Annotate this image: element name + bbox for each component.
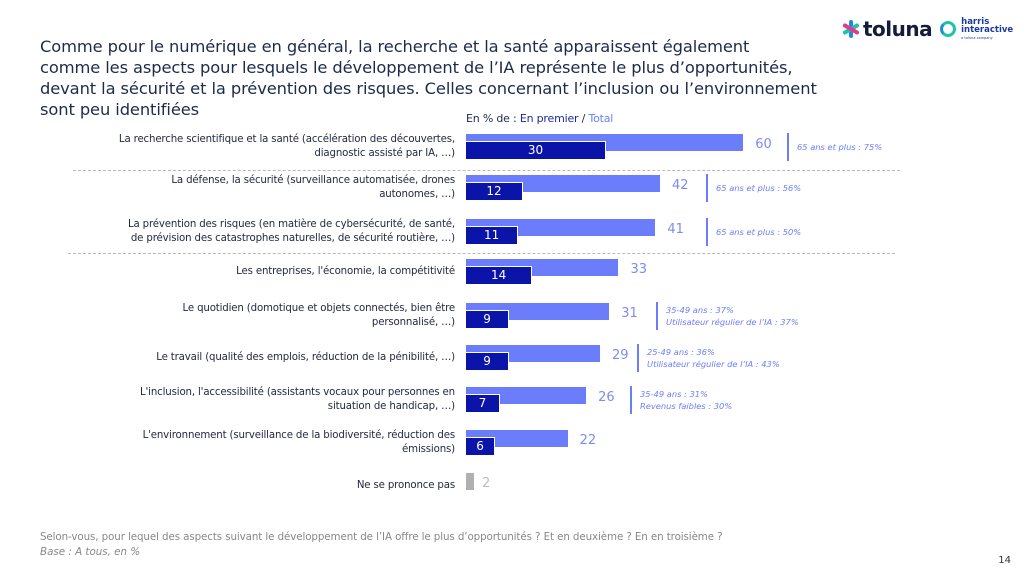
- bar-no-answer: [466, 473, 474, 490]
- category-label-line: Les entreprises, l'économie, la compétit…: [236, 266, 455, 277]
- harris-line1: harris: [961, 16, 990, 27]
- bar-premier: 9: [466, 310, 510, 329]
- slide-title: Comme pour le numérique en général, la r…: [40, 36, 840, 120]
- category-label-line: de prévision des catastrophes naturelles…: [130, 233, 455, 244]
- total-value-label: 29: [611, 348, 629, 363]
- annotation-line: Revenus faibles : 30%: [640, 401, 733, 411]
- survey-question: Selon-vous, pour lequel des aspects suiv…: [40, 531, 723, 543]
- category-label: Les entreprises, l'économie, la compétit…: [35, 265, 455, 279]
- subgroup-annotation: 25-49 ans : 36% Utilisateur régulier de l…: [637, 344, 780, 372]
- chart-legend: En % de : En premier / Total: [466, 112, 613, 125]
- subgroup-annotation: 65 ans et plus : 56%: [706, 174, 801, 202]
- bar-premier: 11: [466, 226, 519, 245]
- total-value-label: 42: [672, 178, 689, 193]
- category-label-line: La défense, la sécurité (surveillance au…: [171, 175, 455, 186]
- bar-premier: 7: [466, 394, 500, 413]
- toluna-star-icon: [842, 20, 860, 38]
- total-value-label: 33: [630, 262, 647, 277]
- harris-interactive-logo: harris interactive a toluna company: [961, 16, 1014, 41]
- survey-base: Base : A tous, en %: [40, 546, 141, 558]
- subgroup-annotation: 35-49 ans : 37% Utilisateur régulier de l…: [656, 302, 799, 330]
- category-label: Le quotidien (domotique et objets connec…: [35, 302, 456, 330]
- harris-subline: a toluna company: [961, 35, 993, 40]
- total-value-label: 60: [755, 137, 772, 152]
- category-label: L'inclusion, l'accessibilité (assistants…: [35, 386, 455, 414]
- total-value-label: 22: [579, 433, 597, 448]
- category-label-line: L'inclusion, l'accessibilité (assistants…: [140, 387, 455, 398]
- annotation-line: 65 ans et plus : 50%: [716, 227, 802, 237]
- bar-premier: 9: [466, 352, 510, 371]
- legend-separator: /: [578, 112, 589, 125]
- category-label-line: autonomes, …): [379, 189, 455, 200]
- subgroup-annotation: 65 ans et plus : 75%: [787, 133, 882, 161]
- legend-prefix: En % de :: [466, 112, 520, 125]
- category-label: Ne se prononce pas: [35, 479, 455, 493]
- toluna-logo-text: toluna: [863, 17, 933, 41]
- total-value-label: 26: [598, 390, 615, 405]
- category-label-line: diagnostic assisté par IA, …): [314, 148, 455, 159]
- category-label-line: La recherche scientifique et la santé (a…: [118, 134, 455, 145]
- total-value-label: 2: [482, 476, 491, 491]
- page-number: 14: [998, 555, 1011, 566]
- bar-premier: 6: [466, 437, 496, 456]
- title-line: Comme pour le numérique en général, la r…: [40, 37, 750, 56]
- annotation-line: 35-49 ans : 31%: [640, 389, 708, 399]
- category-label-line: L'environnement (surveillance de la biod…: [142, 430, 456, 441]
- annotation-line: 65 ans et plus : 75%: [797, 142, 883, 152]
- category-label-line: personnalisé, …): [371, 317, 455, 328]
- brand-logos: toluna harris interactive a toluna compa…: [842, 16, 1013, 42]
- group-separator: [68, 253, 895, 254]
- category-label: La prévention des risques (en matière de…: [35, 218, 455, 246]
- annotation-line: 65 ans et plus : 56%: [716, 183, 802, 193]
- subgroup-annotation: 65 ans et plus : 50%: [706, 218, 801, 246]
- harris-ring-icon: [940, 21, 957, 37]
- category-label-line: Ne se prononce pas: [356, 480, 455, 491]
- legend-premier: En premier: [519, 112, 579, 125]
- title-line: devant la sécurité et la prévention des …: [40, 79, 817, 98]
- legend-total: Total: [588, 112, 614, 125]
- title-line: sont peu identifiées: [40, 100, 200, 119]
- bar-premier: 12: [466, 182, 523, 201]
- title-line: comme les aspects pour lesquels le dével…: [40, 58, 793, 77]
- harris-line2: interactive: [961, 25, 1014, 35]
- annotation-line: 25-49 ans : 36%: [647, 347, 715, 357]
- group-separator: [73, 170, 900, 171]
- category-label-line: La prévention des risques (en matière de…: [127, 219, 455, 230]
- bar-premier: 30: [466, 141, 607, 160]
- category-label-line: Le travail (qualité des emplois, réducti…: [156, 352, 455, 363]
- category-label: Le travail (qualité des emplois, réducti…: [35, 351, 455, 365]
- category-label-line: situation de handicap, …): [327, 401, 455, 412]
- category-label-line: émissions): [402, 444, 455, 455]
- annotation-line: 35-49 ans : 37%: [666, 305, 734, 315]
- category-label: L'environnement (surveillance de la biod…: [35, 429, 456, 457]
- total-value-label: 41: [667, 222, 684, 237]
- subgroup-annotation: 35-49 ans : 31% Revenus faibles : 30%: [630, 386, 732, 414]
- bar-premier: 14: [466, 266, 533, 285]
- annotation-line: Utilisateur régulier de l’IA : 43%: [647, 359, 780, 369]
- category-label: La recherche scientifique et la santé (a…: [35, 133, 455, 161]
- annotation-line: Utilisateur régulier de l’IA : 37%: [666, 317, 799, 327]
- category-label-line: Le quotidien (domotique et objets connec…: [182, 303, 456, 314]
- total-value-label: 31: [621, 306, 638, 321]
- category-label: La défense, la sécurité (surveillance au…: [35, 174, 455, 202]
